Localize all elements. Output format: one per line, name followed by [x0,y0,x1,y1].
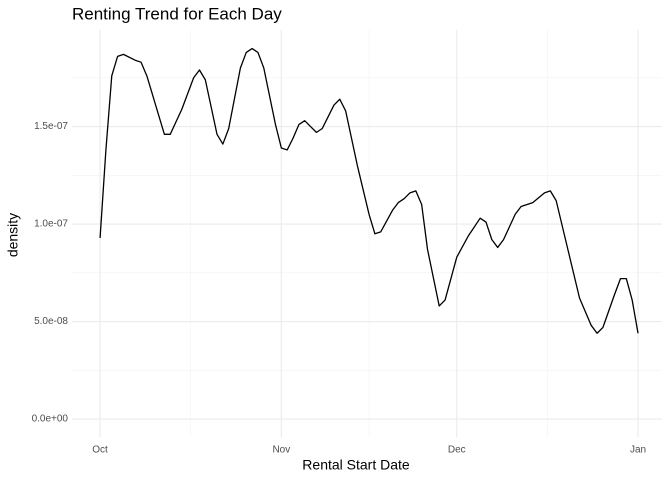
y-tick-label: 0.0e+00 [32,414,69,425]
x-tick-label: Dec [448,445,466,456]
x-axis-label: Rental Start Date [302,457,410,473]
density-line [99,47,639,334]
y-tick-label: 1.5e-07 [34,121,68,132]
x-tick-label: Jan [630,445,646,456]
y-tick-label: 5.0e-08 [34,316,68,327]
y-axis-label: density [5,213,21,257]
x-tick-label: Oct [92,445,108,456]
x-tick-label: Nov [272,445,290,456]
y-tick-label: 1.0e-07 [34,219,68,230]
chart-title: Renting Trend for Each Day [72,4,282,23]
